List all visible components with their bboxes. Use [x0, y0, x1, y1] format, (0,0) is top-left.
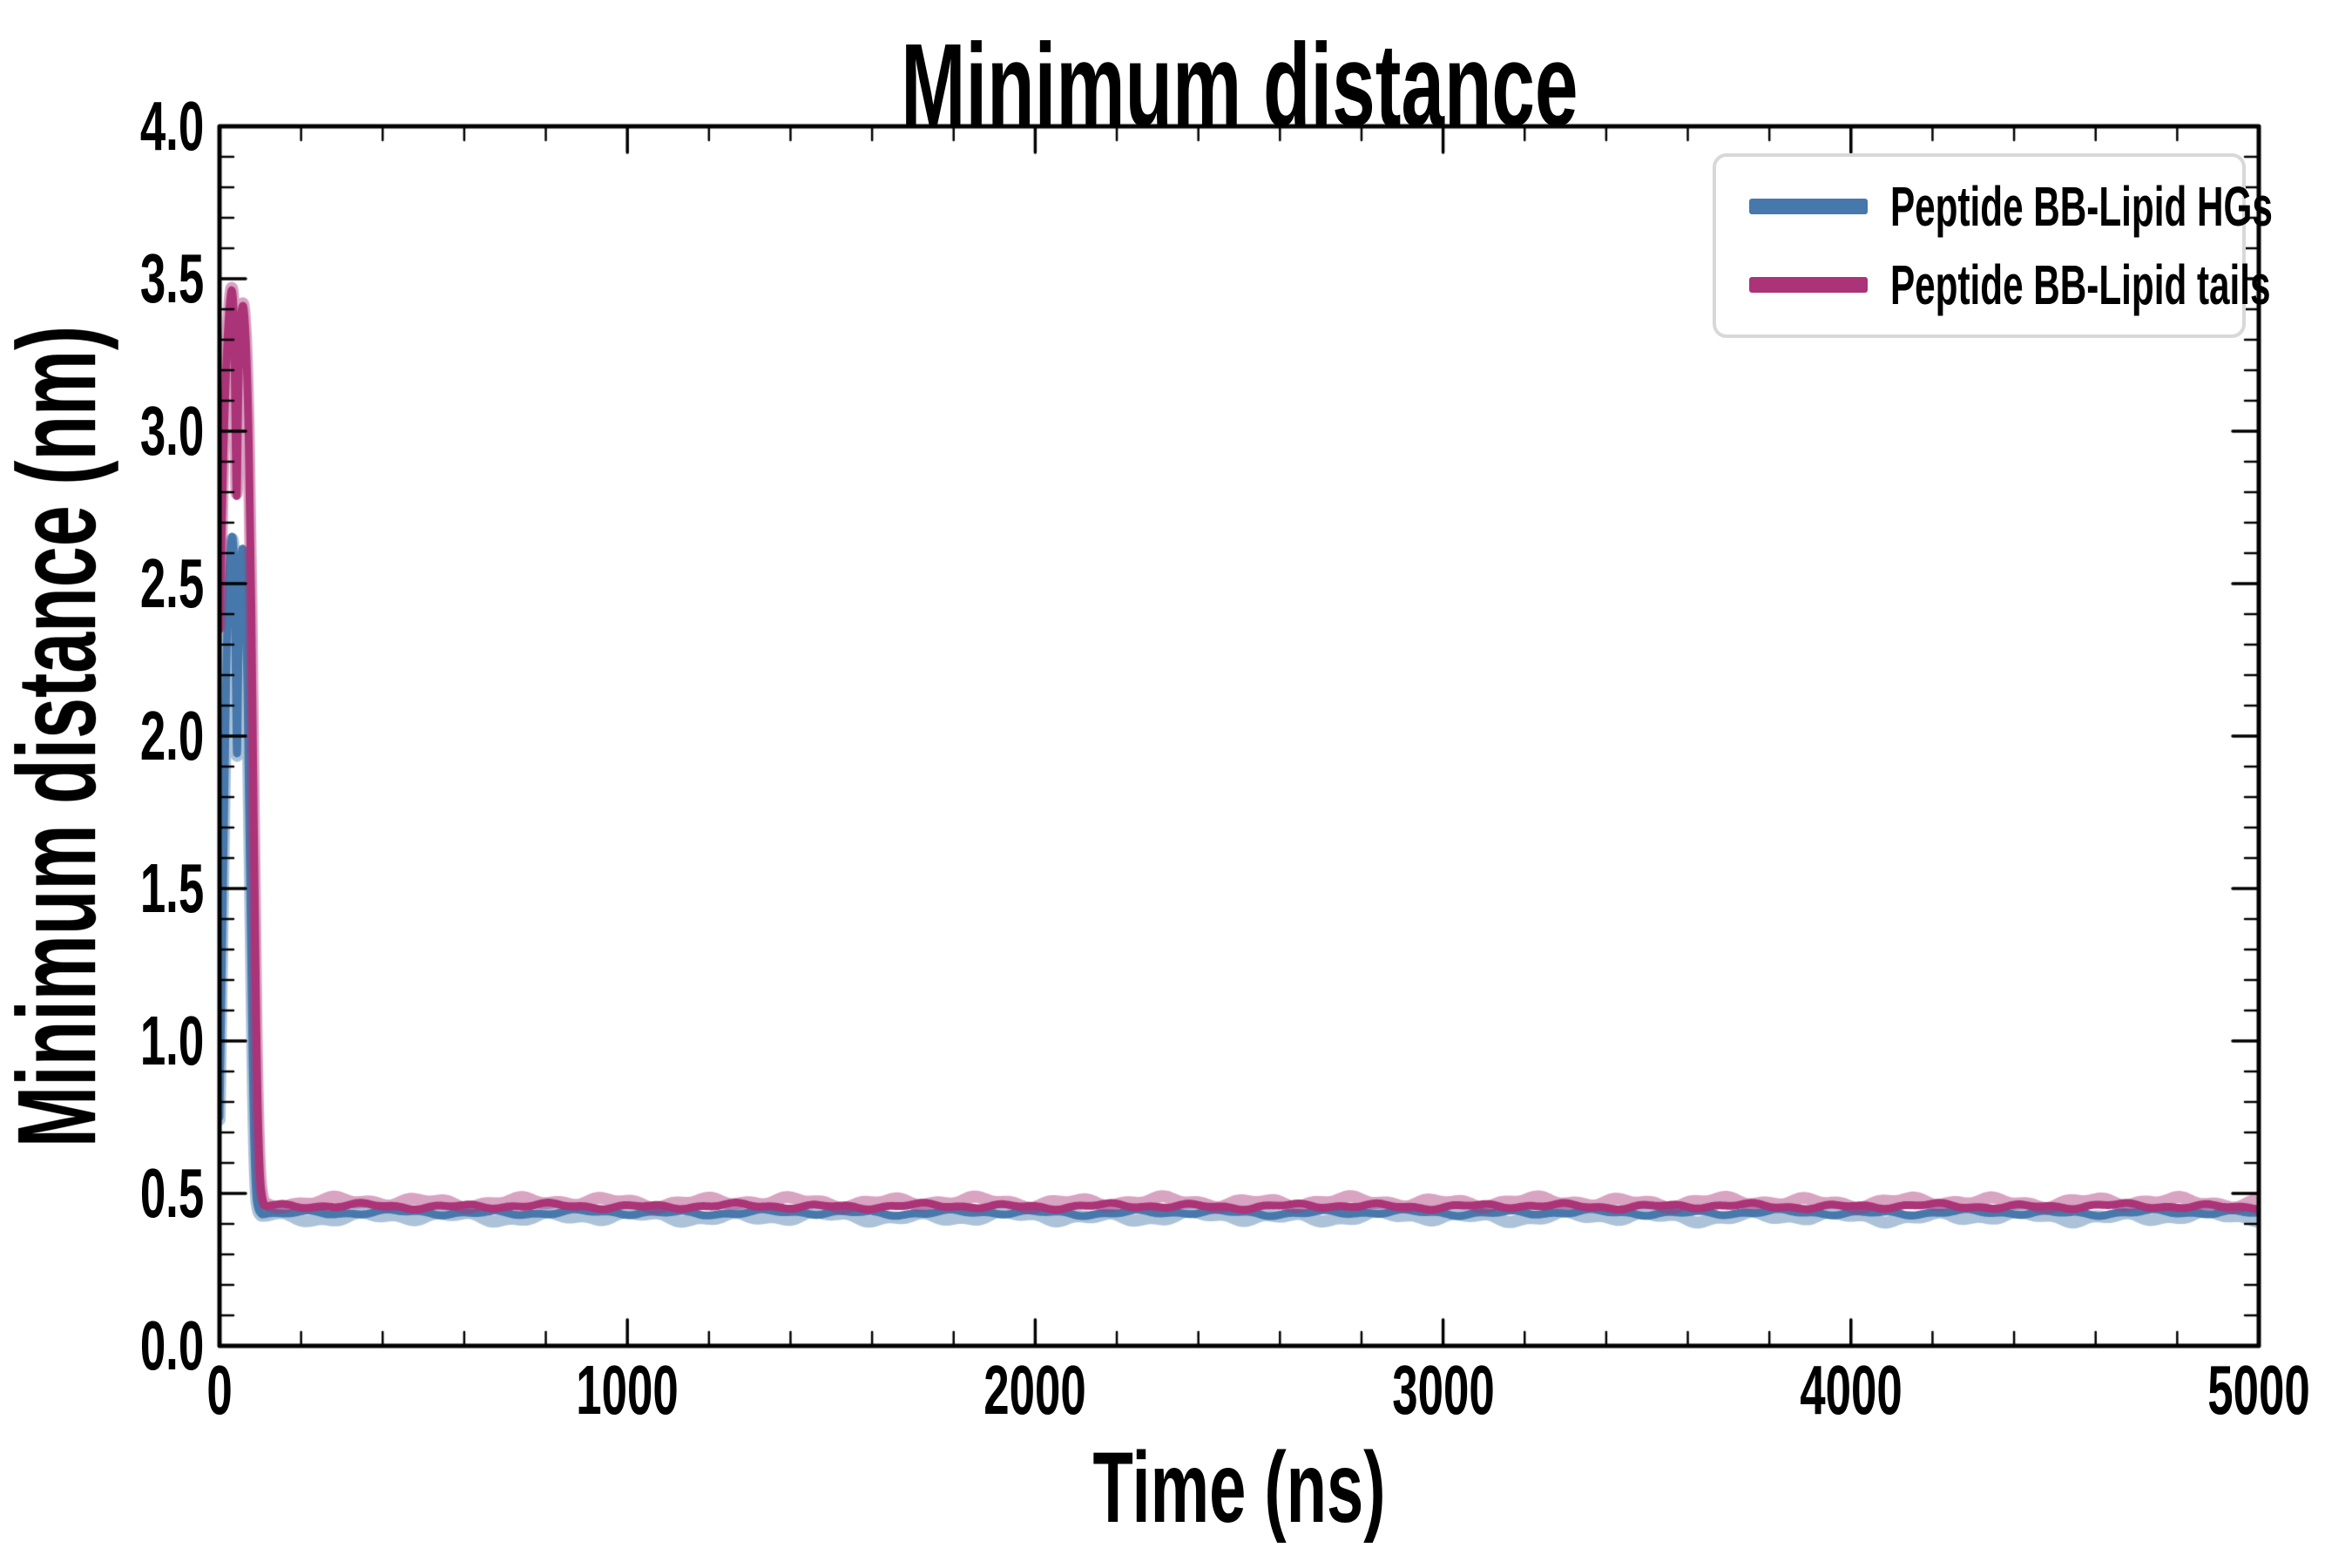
x-axis-label-text: Time (ns): [1092, 1432, 1386, 1544]
legend-label-tails: Peptide BB-Lipid tails: [1890, 253, 2271, 316]
legend-label-hgs: Peptide BB-Lipid HGs: [1890, 175, 2273, 238]
x-axis-label: Time (ns): [220, 1430, 2259, 1545]
legend-entry-hgs: Peptide BB-Lipid HGs: [1749, 179, 2273, 234]
y-axis-label-text: Minimum distance (nm): [0, 325, 120, 1147]
legend: Peptide BB-Lipid HGs Peptide BB-Lipid ta…: [1713, 153, 2273, 338]
legend-swatch-hgs: [1749, 199, 1868, 214]
chart-title-text: Minimum distance: [900, 19, 1578, 151]
legend-swatch-tails: [1749, 277, 1868, 293]
chart-title: Minimum distance: [220, 19, 2259, 151]
legend-entry-tails: Peptide BB-Lipid tails: [1749, 257, 2271, 313]
